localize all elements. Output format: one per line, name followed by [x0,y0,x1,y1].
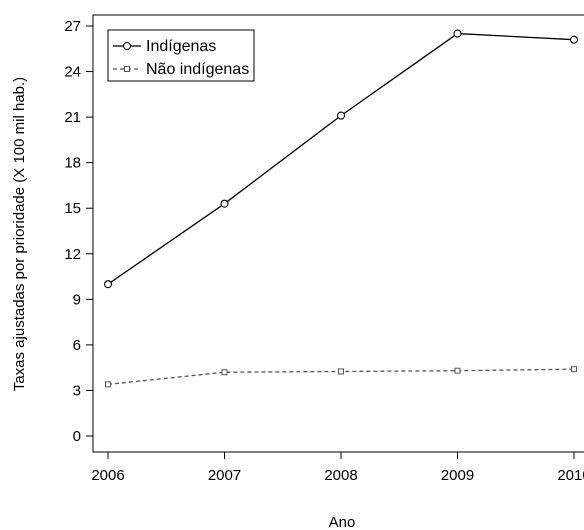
x-tick-label: 2009 [441,467,474,484]
x-tick-label: 2007 [208,467,241,484]
y-tick-label: 24 [64,64,81,81]
y-axis: 0 3 6 9 12 15 18 21 24 27 [64,18,94,445]
y-axis-title: Taxas ajustadas por prioridade (X 100 mi… [11,77,28,391]
data-point-nao-indigenas [221,369,228,376]
legend: Indígenas Não indígenas [107,29,255,82]
series-layer [103,29,579,388]
y-tick-label: 3 [73,382,81,399]
legend-box [107,29,255,82]
legend-label-nao-indigenas: Não indígenas [146,61,249,78]
y-tick-label: 9 [73,291,81,308]
y-tick-label: 21 [64,109,81,126]
y-tick-label: 18 [64,155,81,172]
data-point-nao-indigenas [454,367,461,374]
legend-marker-nao-indigenas [124,66,130,72]
data-point-indigenas [569,35,579,44]
data-point-nao-indigenas [571,366,577,373]
data-point-nao-indigenas [338,368,344,375]
y-tick-label: 12 [64,246,81,263]
legend-label-indigenas: Indígenas [146,38,216,55]
data-point-indigenas [336,111,346,120]
legend-marker-indigenas [122,41,132,51]
data-point-indigenas [220,199,229,208]
data-point-indigenas [103,280,113,289]
x-tick-label: 2006 [91,467,124,484]
data-point-nao-indigenas [105,381,111,388]
x-tick-label: 2008 [324,467,357,484]
x-tick-label: 2010 [557,467,584,484]
y-tick-label: 27 [64,18,81,35]
data-point-indigenas [453,29,462,38]
x-axis-title: Ano [329,514,356,530]
y-tick-label: 15 [64,200,81,217]
y-tick-label: 0 [73,428,81,445]
y-tick-label: 6 [73,337,81,354]
x-axis: 2006 2007 2008 2009 2010 [91,451,584,484]
